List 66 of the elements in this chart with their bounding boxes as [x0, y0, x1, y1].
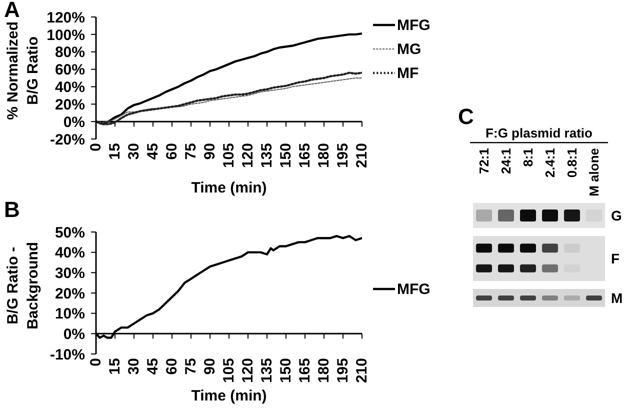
category-label: M alone — [586, 148, 602, 196]
legend-label: MFG — [397, 16, 430, 34]
y-axis-title: B/G Ratio - Background — [4, 242, 42, 330]
y-tick-label: 50% — [54, 224, 85, 242]
y-tick-label: 100% — [46, 26, 85, 44]
y-tick-label: -10% — [50, 346, 85, 364]
category-label: M — [611, 290, 623, 306]
x-tick-label: 135 — [258, 143, 276, 168]
x-tick-label: 180 — [316, 358, 332, 384]
chart-title: B — [4, 197, 20, 223]
y-tick-label: 60% — [54, 62, 85, 79]
legend-label: MF — [397, 64, 419, 82]
category-label: 8:1 — [520, 148, 536, 167]
y-tick-label: 40% — [54, 244, 85, 262]
x-tick-label: 120 — [240, 143, 256, 168]
x-tick-label: 195 — [334, 143, 352, 168]
y-tick-label: 0% — [63, 326, 85, 343]
x-tick-label: 105 — [220, 143, 238, 168]
x-tick-label: 150 — [278, 358, 294, 384]
x-tick-label: 180 — [316, 143, 332, 168]
x-tick-label: 165 — [296, 143, 314, 168]
x-tick-label: 15 — [106, 143, 124, 160]
y-tick-label: 20% — [54, 96, 85, 114]
x-axis-title: Time (min) — [191, 180, 267, 196]
x-tick-label: 60 — [164, 358, 180, 375]
y-tick-label: 10% — [54, 306, 85, 323]
x-tick-label: 90 — [202, 358, 218, 375]
y-tick-label: 30% — [54, 264, 85, 282]
category-label: 72:1 — [476, 148, 492, 174]
x-tick-label: 0 — [88, 143, 104, 152]
x-tick-label: 150 — [278, 143, 294, 168]
y-axis-title: % Normalized B/G Ratio — [4, 22, 42, 120]
x-tick-label: 45 — [144, 358, 162, 375]
category-label: F — [611, 250, 620, 266]
x-tick-label: 105 — [220, 358, 238, 384]
x-tick-label: 30 — [126, 358, 142, 375]
y-tick-label: 120% — [46, 9, 85, 26]
category-label: 24:1 — [498, 148, 514, 174]
x-tick-label: 195 — [334, 358, 352, 384]
legend-label: MG — [397, 40, 422, 58]
x-tick-label: 0 — [88, 358, 104, 366]
y-tick-label: 40% — [54, 79, 85, 96]
x-tick-label: 210 — [354, 143, 370, 168]
x-axis-title: Time (min) — [191, 388, 267, 404]
x-tick-label: 210 — [354, 358, 370, 384]
y-tick-label: 0% — [63, 114, 85, 131]
category-label: 0.8:1 — [564, 148, 580, 178]
y-tick-label: 80% — [54, 44, 85, 62]
y-tick-label: 20% — [54, 285, 85, 302]
x-tick-label: 90 — [202, 143, 218, 160]
category-label: G — [611, 208, 622, 224]
text: C — [458, 104, 474, 130]
x-tick-label: 15 — [106, 358, 124, 375]
x-tick-label: 75 — [182, 143, 200, 160]
legend-label: MFG — [397, 280, 430, 298]
x-tick-label: 135 — [258, 358, 276, 384]
text: F:G plasmid ratio — [486, 126, 593, 140]
y-tick-label: -20% — [50, 131, 85, 148]
x-tick-label: 165 — [296, 358, 314, 384]
chart-title: A — [4, 0, 20, 22]
category-label: 2.4:1 — [542, 148, 558, 178]
x-tick-label: 120 — [240, 358, 256, 384]
x-tick-label: 60 — [164, 143, 180, 160]
x-tick-label: 75 — [182, 358, 200, 375]
x-tick-label: 45 — [144, 143, 162, 160]
x-tick-label: 30 — [126, 143, 142, 160]
